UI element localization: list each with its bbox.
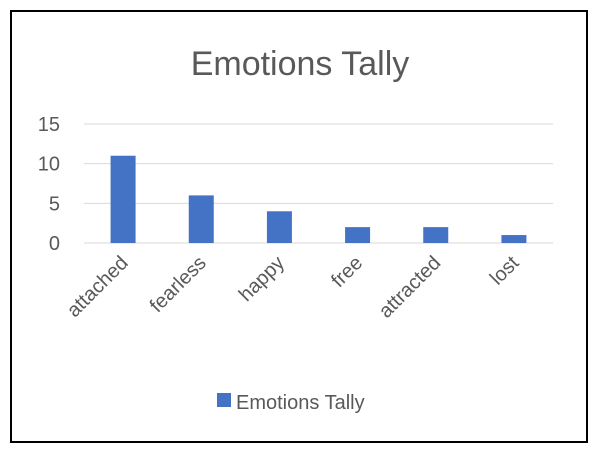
x-category-label: attracted <box>375 252 446 323</box>
y-tick-label: 15 <box>38 114 60 136</box>
y-tick-label: 10 <box>38 154 60 176</box>
x-axis-labels: attached fearless happy free attracted lost <box>63 252 524 323</box>
legend-swatch <box>217 393 231 407</box>
x-category-label: attached <box>63 252 133 322</box>
x-category-label: lost <box>486 252 524 290</box>
grid-layer <box>84 123 553 244</box>
legend-label: Emotions Tally <box>236 392 365 414</box>
y-axis-ticks: 0 5 10 15 <box>38 114 60 255</box>
bar-attracted <box>423 227 449 243</box>
x-category-label: free <box>327 252 367 292</box>
bar-free <box>345 227 371 243</box>
y-tick-label: 0 <box>49 233 60 255</box>
bar-layer <box>110 155 527 243</box>
bar-lost <box>501 235 527 243</box>
bar-attached <box>110 155 136 243</box>
x-category-label: fearless <box>146 252 211 317</box>
y-tick-label: 5 <box>49 193 60 215</box>
x-category-label: happy <box>235 252 289 306</box>
bar-fearless <box>188 195 214 243</box>
bar-happy <box>266 211 292 243</box>
chart-frame <box>10 10 588 443</box>
legend: Emotions Tally <box>217 392 365 414</box>
chart-title: Emotions Tally <box>191 45 410 83</box>
